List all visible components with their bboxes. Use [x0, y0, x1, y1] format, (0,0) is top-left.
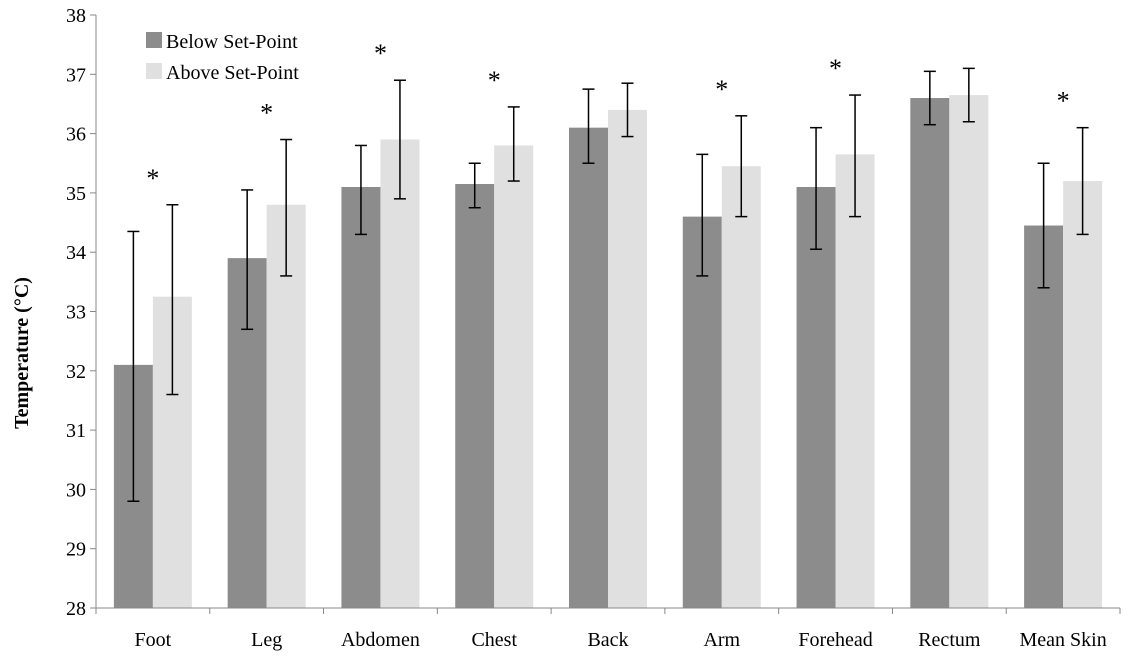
legend-swatch: [146, 63, 162, 79]
significance-layer: * * * * * * *: [146, 39, 1069, 193]
y-tick-label: 28: [66, 598, 86, 620]
bars-layer: [113, 95, 1103, 609]
y-tick-label: 38: [66, 5, 86, 27]
legend-swatch: [146, 32, 162, 48]
significance-marker: *: [146, 164, 159, 193]
legend: Below Set-Point Above Set-Point: [146, 31, 299, 84]
y-tick-label: 30: [66, 479, 86, 501]
bar: [796, 186, 836, 608]
significance-marker: *: [829, 54, 842, 83]
y-tick-label: 37: [66, 64, 86, 86]
y-tick-label: 35: [66, 183, 86, 205]
bar: [341, 186, 381, 608]
x-tick-label: Chest: [471, 629, 517, 651]
bar: [721, 166, 761, 608]
x-tick-label: Rectum: [918, 629, 981, 651]
bar: [455, 184, 495, 608]
x-tick-label: Back: [587, 629, 628, 651]
x-tick-label: Leg: [251, 629, 282, 651]
bar: [569, 127, 608, 609]
error-bars-layer: [127, 67, 1089, 503]
x-tick-label: Abdomen: [341, 629, 420, 651]
y-tick-label: 34: [66, 242, 86, 264]
bar: [494, 145, 534, 608]
legend-label: Above Set-Point: [166, 62, 299, 84]
bar: [949, 95, 989, 609]
y-tick-label: 32: [66, 361, 86, 383]
bar: [1063, 181, 1103, 609]
x-tick-label: Arm: [703, 629, 740, 651]
bar: [608, 109, 647, 608]
bar: [380, 139, 420, 608]
axes-layer: 28 29 30 31 32 33 34 35 36 37 38 Foot Leg Abdomen Ches…: [66, 5, 1121, 651]
legend-label: Below Set-Point: [166, 31, 298, 53]
significance-marker: *: [374, 39, 387, 68]
bar: [835, 154, 875, 609]
y-tick-label: 31: [66, 420, 86, 442]
y-tick-label: 33: [66, 302, 86, 324]
significance-marker: *: [715, 75, 728, 104]
significance-marker: *: [260, 99, 273, 128]
x-tick-label: Mean Skin: [1020, 629, 1107, 651]
y-axis-title: Temperature (°C): [11, 277, 33, 429]
x-tick-label: Forehead: [798, 629, 872, 651]
bar: [1024, 225, 1064, 608]
significance-marker: *: [488, 66, 501, 95]
y-tick-label: 36: [66, 124, 86, 146]
bar: [682, 216, 722, 608]
significance-marker: *: [1057, 87, 1070, 116]
bar: [910, 98, 950, 609]
x-tick-label: Foot: [135, 629, 172, 651]
y-tick-label: 29: [66, 539, 86, 561]
